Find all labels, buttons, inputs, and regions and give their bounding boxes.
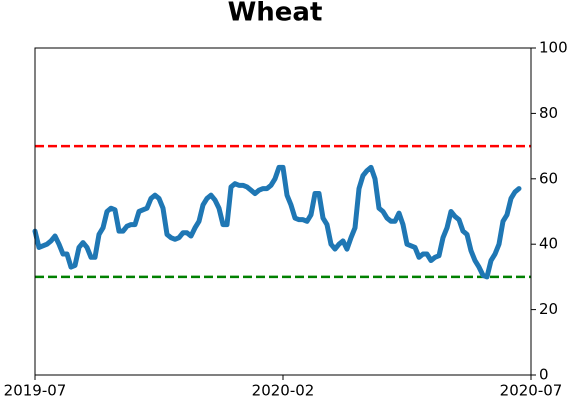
chart-title: Wheat (228, 0, 323, 28)
y-tick-label: 60 (539, 169, 558, 187)
y-tick-label: 40 (539, 235, 558, 253)
x-tick-label: 2019-07 (4, 382, 67, 400)
x-tick-label: 2020-07 (500, 382, 563, 400)
x-tick-label: 2020-02 (252, 382, 315, 400)
plot-frame (34, 47, 532, 376)
y-tick-label: 20 (539, 300, 558, 318)
y-tick-label: 100 (539, 39, 568, 57)
data-line (32, 164, 522, 280)
y-tick-label: 80 (539, 104, 558, 122)
y-tick-label: 0 (539, 366, 549, 384)
